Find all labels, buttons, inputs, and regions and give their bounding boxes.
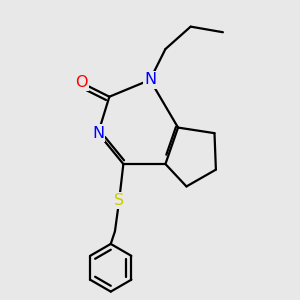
Text: N: N [144,72,156,87]
Text: N: N [92,126,104,141]
Text: S: S [114,193,124,208]
Text: O: O [75,75,88,90]
